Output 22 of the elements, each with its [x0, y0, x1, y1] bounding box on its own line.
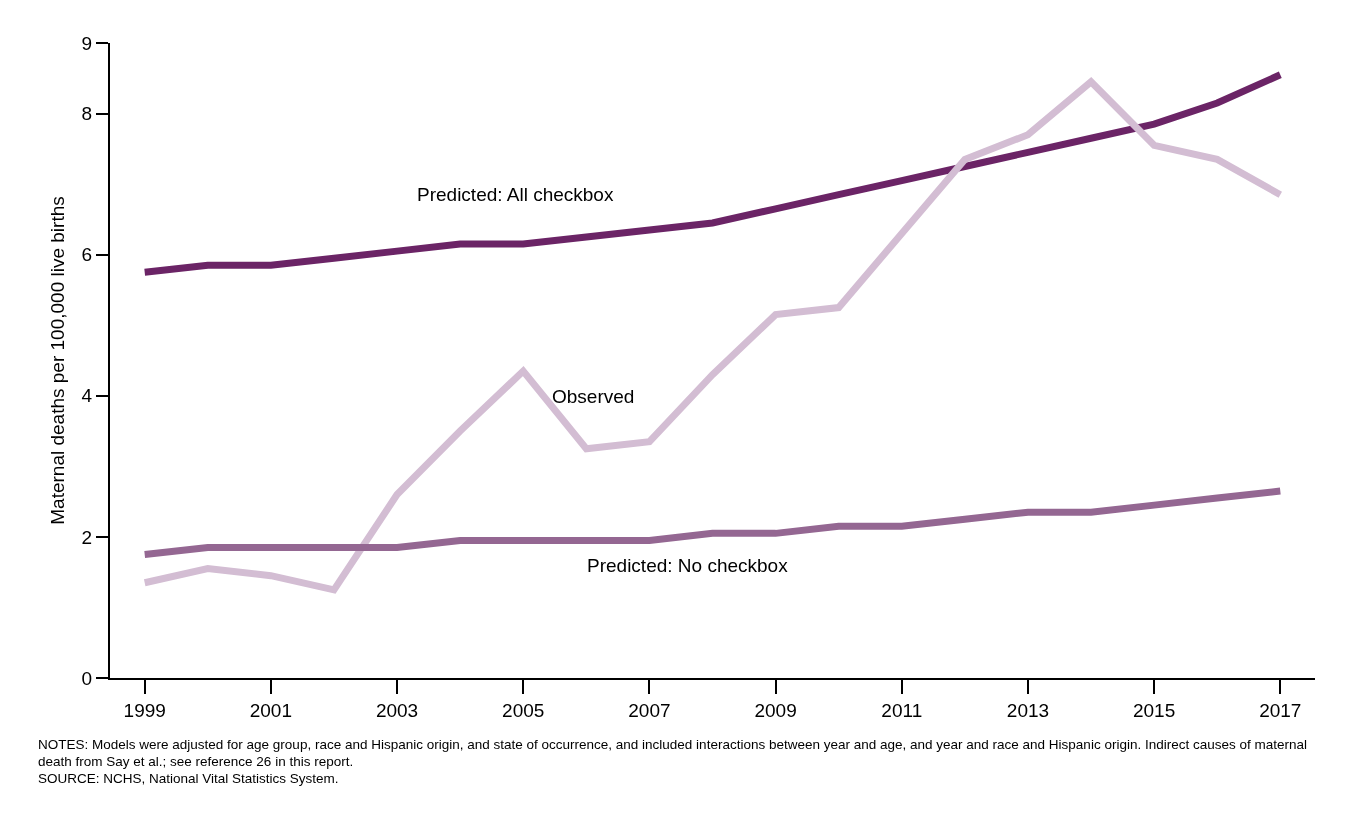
x-tick-label: 2009: [754, 699, 797, 721]
series-label: Observed: [552, 386, 635, 407]
y-tick-label: 6: [81, 244, 93, 266]
y-tick-label: 4: [81, 385, 93, 407]
text: NOTES: Models were adjusted for age group, race and Hispanic origin, and state of occurrence, and included interactions between year and age, and year and race and Hispanic origin. Indirect causes of maternal death from Say et al.; see reference 26 in this report.: [38, 736, 1308, 770]
x-tick-label: 2003: [375, 699, 419, 721]
source-note: SOURCE: NCHS, National Vital Statistics System.: [38, 770, 340, 787]
x-tick-label: 2007: [628, 699, 671, 721]
y-tick-label: 8: [81, 103, 93, 125]
series-label: Predicted: All checkbox: [417, 184, 614, 205]
x-tick-label: 2013: [1006, 699, 1050, 721]
y-tick-label: 0: [81, 667, 93, 689]
x-tick-label: 2011: [881, 699, 923, 721]
y-tick-label: 9: [81, 32, 93, 54]
x-tick-label: 2017: [1259, 699, 1302, 721]
series-label: Predicted: No checkbox: [587, 555, 789, 576]
x-tick-label: 1999: [123, 699, 166, 721]
x-tick-label: 2001: [249, 699, 293, 721]
x-tick-label: 2015: [1132, 699, 1176, 721]
x-tick-label: 2005: [502, 699, 545, 721]
y-axis-title: Maternal deaths per 100,000 live births: [46, 196, 68, 525]
y-tick-label: 2: [81, 526, 93, 548]
